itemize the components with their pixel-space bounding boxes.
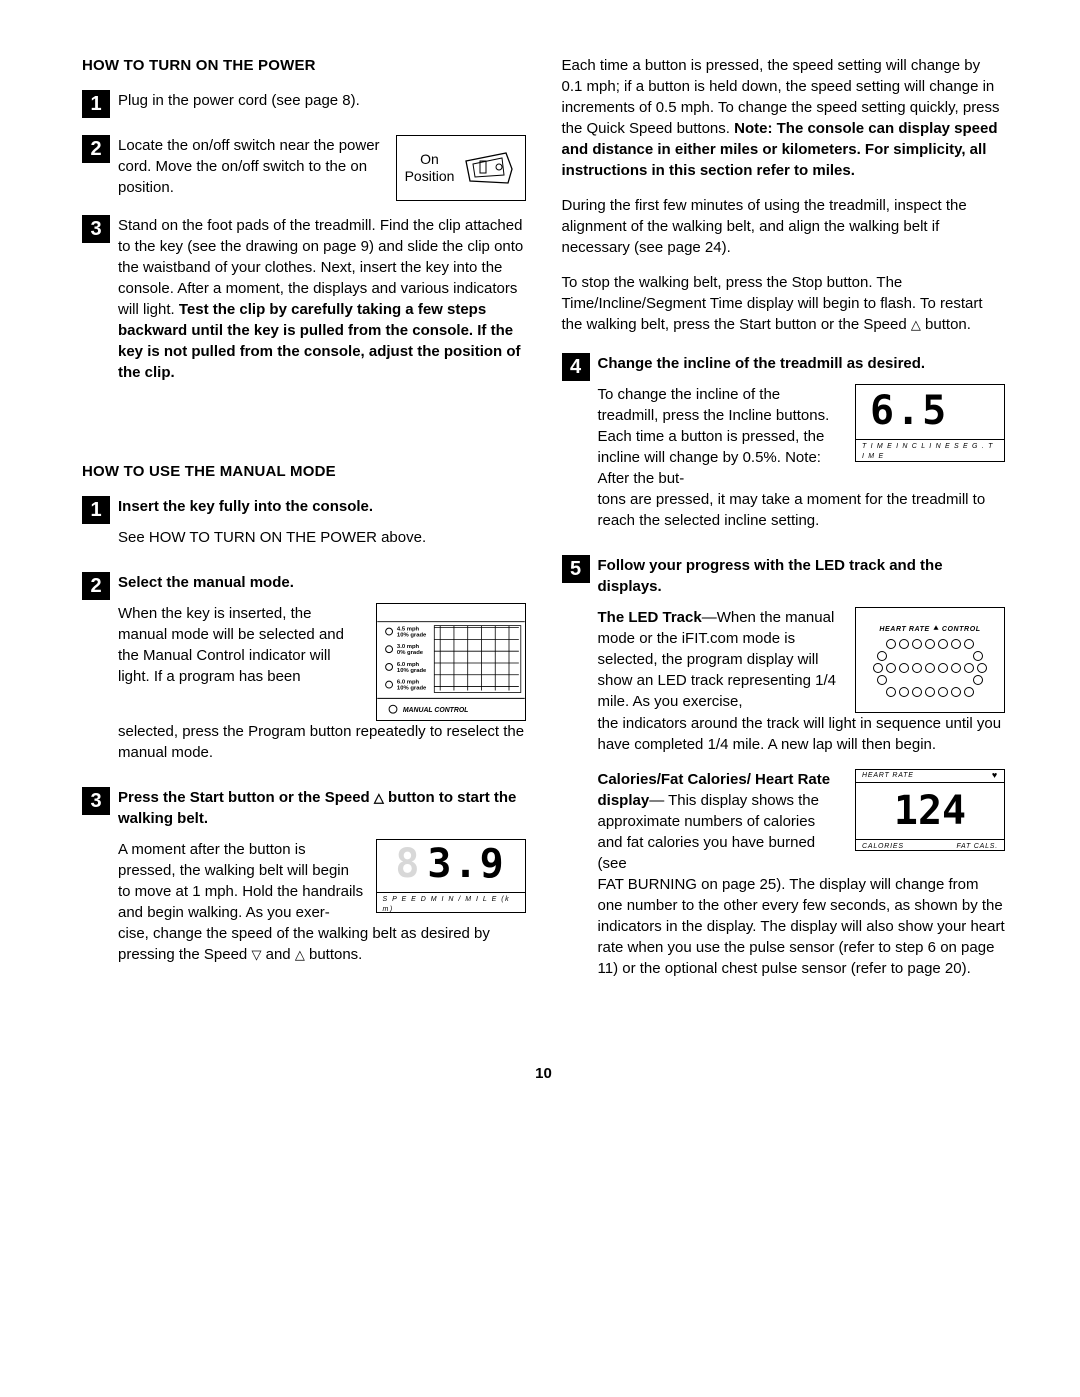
manual-heading: HOW TO USE THE MANUAL MODE <box>82 461 526 482</box>
power-step-2: 2 Locate the on/off switch near the powe… <box>82 135 526 201</box>
step-number-5: 5 <box>562 555 590 583</box>
step5-cal-b: FAT BURNING on page 25). The display wil… <box>598 874 1006 979</box>
heart-rate-figure: HEART RATE ♥ 124 CALORIES FAT CALS. <box>855 769 1005 851</box>
svg-text:10% grade: 10% grade <box>396 632 426 638</box>
heart-icon: ♥ <box>992 769 998 782</box>
led-track-figure: HEART RATECONTROL <box>855 607 1005 713</box>
right-p1: Each time a button is pressed, the speed… <box>562 55 1006 181</box>
step-number-3b: 3 <box>82 787 110 815</box>
step-number-3: 3 <box>82 215 110 243</box>
step4-p1: To change the incline of the treadmill, … <box>598 384 844 489</box>
hr-value: 124 <box>856 782 1004 840</box>
manual-step2-p2: selected, press the Program button repea… <box>118 721 526 763</box>
two-column-layout: HOW TO TURN ON THE POWER 1 Plug in the p… <box>82 55 1005 1003</box>
step-number-4: 4 <box>562 353 590 381</box>
led-track-dots <box>864 639 996 697</box>
manual-step-3: 3 Press the Start button or the Speed △ … <box>82 787 526 975</box>
manual-step1-p: See HOW TO TURN ON THE POWER above. <box>118 527 526 548</box>
manual-step3-p1: A moment after the button is pressed, th… <box>118 839 364 923</box>
svg-text:10% grade: 10% grade <box>396 668 426 674</box>
svg-text:MANUAL CONTROL: MANUAL CONTROL <box>402 707 468 714</box>
track-title: HEART RATECONTROL <box>879 623 980 635</box>
incline-display-figure: 6.5 T I M E I N C L I N E S E G . T I M … <box>855 384 1005 462</box>
power-heading: HOW TO TURN ON THE POWER <box>82 55 526 76</box>
incline-caption: T I M E I N C L I N E S E G . T I M E <box>856 440 1004 464</box>
step-5: 5 Follow your progress with the LED trac… <box>562 555 1006 989</box>
switch-label-position: Position <box>405 168 455 184</box>
speed-display-figure: 83.9 S P E E D M I N / M I L E (k m) <box>376 839 526 913</box>
step5-cal-text: Calories/Fat Calories/ Heart Rate displa… <box>598 769 844 874</box>
step5-h: Follow your progress with the LED track … <box>598 557 943 595</box>
page-number: 10 <box>82 1063 1005 1084</box>
console-figure: 4.5 mph10% grade 3.0 mph0% grade 6.0 mph… <box>376 603 526 721</box>
hr-fat-label: FAT CALS. <box>956 842 998 852</box>
step5-led-b: the indicators around the track will lig… <box>598 713 1006 755</box>
speed-down-icon: ▽ <box>251 946 261 964</box>
speed-value: 83.9 <box>377 836 525 893</box>
power-step3-text: Stand on the foot pads of the treadmill.… <box>118 215 526 383</box>
right-column: Each time a button is pressed, the speed… <box>562 55 1006 1003</box>
step-number-2: 2 <box>82 135 110 163</box>
step4-p2: tons are pressed, it may take a moment f… <box>598 489 1006 531</box>
power-step-3: 3 Stand on the foot pads of the treadmil… <box>82 215 526 393</box>
step-4: 4 Change the incline of the treadmill as… <box>562 353 1006 541</box>
manual-step-2: 2 Select the manual mode. When the key i… <box>82 572 526 773</box>
hr-title: HEART RATE <box>862 771 914 781</box>
manual-step2-p1: When the key is inserted, the manual mod… <box>118 603 364 687</box>
manual-step2-h: Select the manual mode. <box>118 574 294 591</box>
speed-up-icon-2: △ <box>295 946 305 964</box>
step-number-2b: 2 <box>82 572 110 600</box>
step-number-1b: 1 <box>82 496 110 524</box>
hr-cal-label: CALORIES <box>862 842 904 852</box>
step5-led-text: The LED Track—When the manual mode or th… <box>598 607 844 712</box>
power-step2-text: Locate the on/off switch near the power … <box>118 135 384 198</box>
step4-h: Change the incline of the treadmill as d… <box>598 355 926 372</box>
power-step1-text: Plug in the power cord (see page 8). <box>118 90 526 111</box>
switch-label-on: On <box>420 151 439 167</box>
power-step-1: 1 Plug in the power cord (see page 8). <box>82 90 526 121</box>
right-p3: To stop the walking belt, press the Stop… <box>562 272 1006 335</box>
svg-text:0% grade: 0% grade <box>396 650 423 656</box>
switch-figure: On Position <box>396 135 526 201</box>
left-column: HOW TO TURN ON THE POWER 1 Plug in the p… <box>82 55 526 1003</box>
manual-step3ha: Press the Start button or the Speed <box>118 789 374 806</box>
switch-icon <box>460 147 516 189</box>
svg-text:10% grade: 10% grade <box>396 686 426 692</box>
right-p2: During the first few minutes of using th… <box>562 195 1006 258</box>
incline-value: 6.5 <box>856 383 1004 440</box>
speed-caption: S P E E D M I N / M I L E (k m) <box>377 893 525 917</box>
manual-step3-p2: cise, change the speed of the walking be… <box>118 923 526 965</box>
speed-up-icon-3: △ <box>911 316 921 334</box>
manual-step1-h: Insert the key fully into the console. <box>118 498 373 515</box>
power-step3b: Test the clip by carefully taking a few … <box>118 301 521 381</box>
manual-step3-h: Press the Start button or the Speed △ bu… <box>118 787 526 829</box>
speed-up-icon: △ <box>374 789 384 807</box>
step-number-1: 1 <box>82 90 110 118</box>
manual-step-1: 1 Insert the key fully into the console.… <box>82 496 526 558</box>
